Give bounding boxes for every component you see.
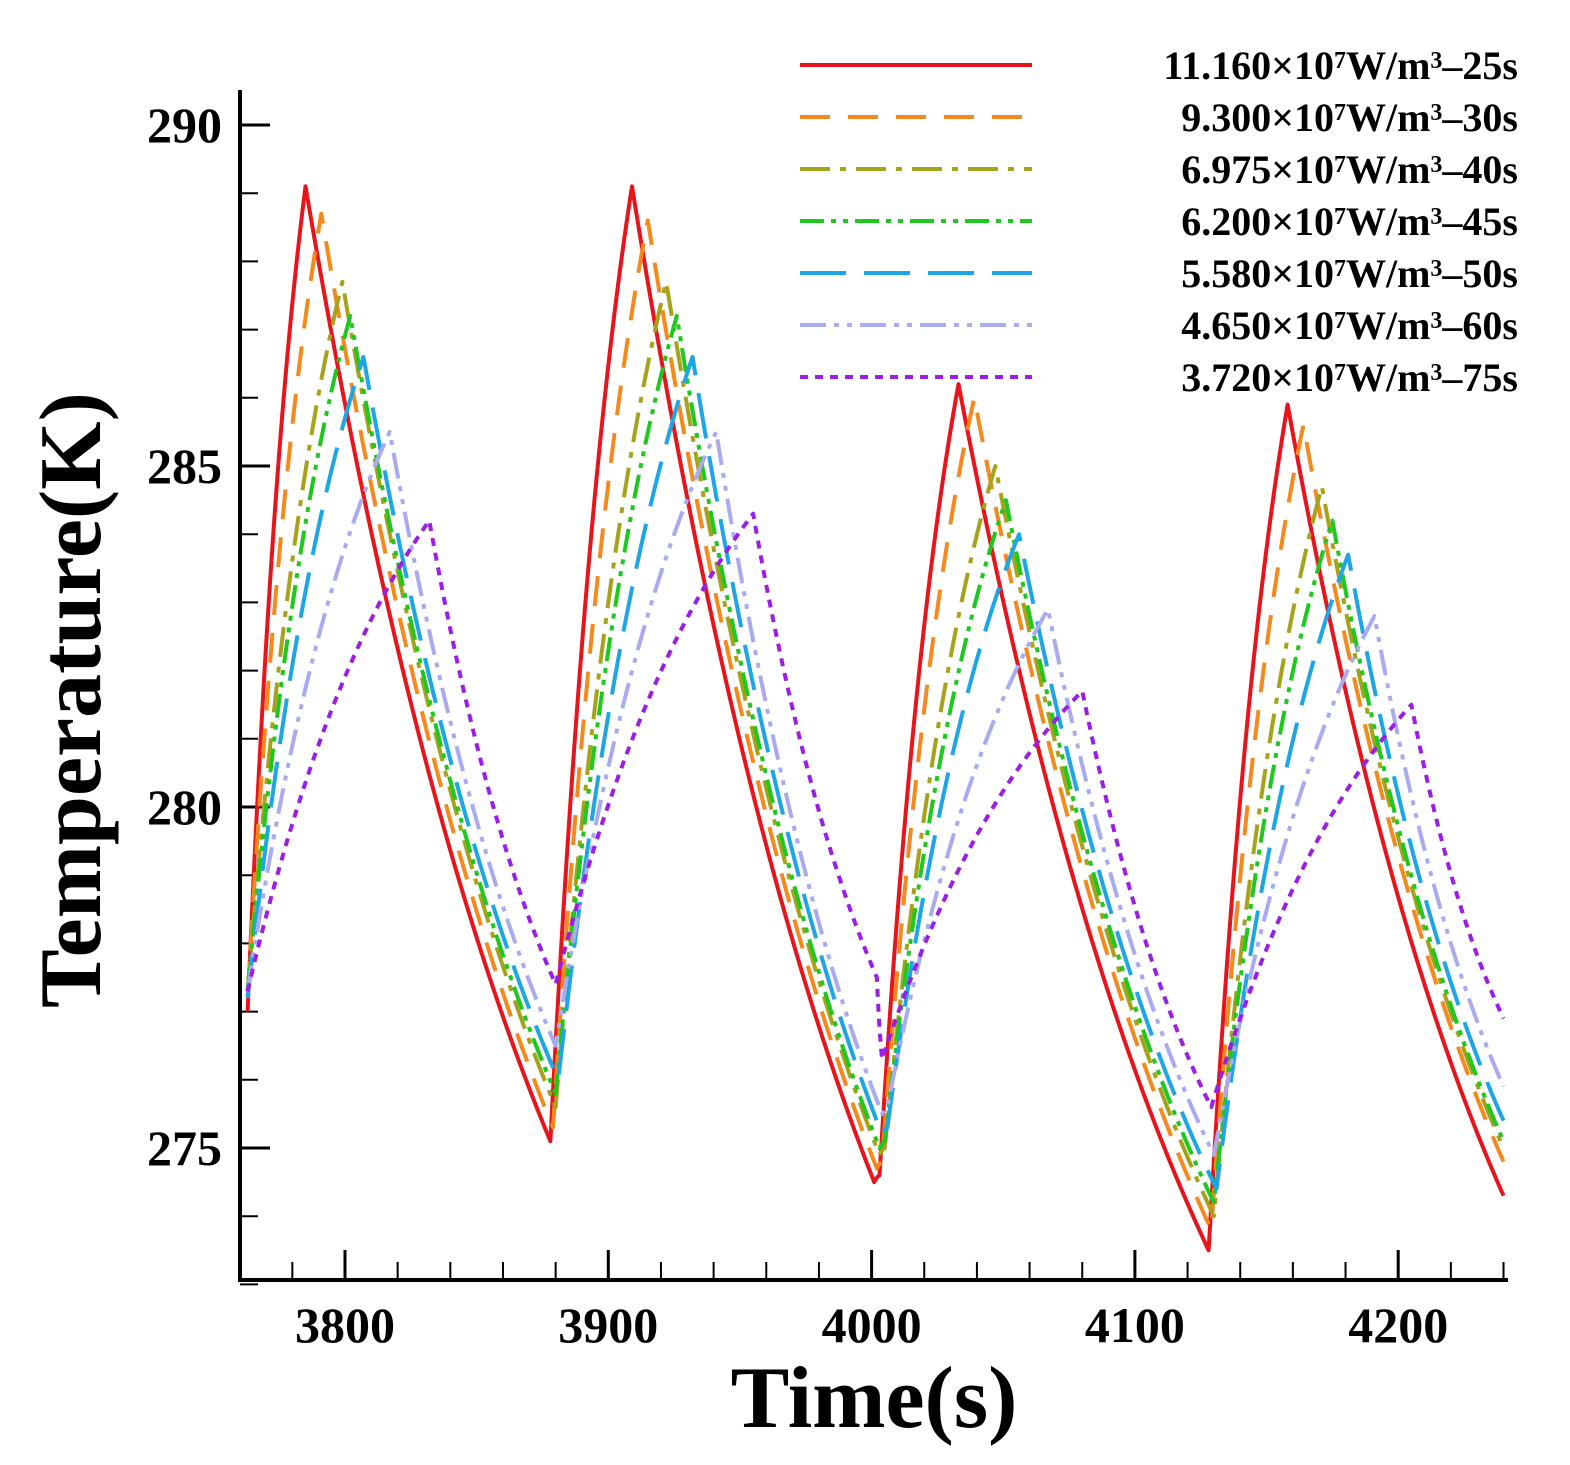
series-line-7	[245, 511, 1506, 1110]
series-line-4	[245, 313, 1506, 1205]
series-layer	[245, 184, 1506, 1253]
y-tick-label: 290	[147, 97, 222, 153]
x-tick-label: 3800	[295, 1297, 395, 1353]
legend-label-5: 5.580×107W/m3–50s	[1181, 251, 1518, 296]
legend: 11.160×107W/m3–25s 9.300×107W/m3–30s 6.975…	[800, 43, 1518, 400]
legend-label-6: 4.650×107W/m3–60s	[1181, 303, 1518, 348]
series-line-6	[245, 429, 1506, 1157]
y-axis-title: Temperature(K)	[23, 392, 120, 1008]
legend-label-1: 11.160×107W/m3–25s	[1163, 43, 1518, 88]
series-line-3	[245, 279, 1506, 1219]
legend-label-3: 6.975×107W/m3–40s	[1181, 147, 1518, 192]
x-tick-label: 4000	[822, 1297, 922, 1353]
x-axis-title: Time(s)	[731, 1350, 1018, 1447]
legend-label-2: 9.300×107W/m3–30s	[1181, 95, 1518, 140]
series-line-2	[245, 211, 1506, 1232]
y-tick-label: 285	[147, 438, 222, 494]
legend-label-4: 6.200×107W/m3–45s	[1181, 199, 1518, 244]
x-tick-label: 4200	[1348, 1297, 1448, 1353]
series-line-5	[245, 354, 1506, 1191]
legend-label-7: 3.720×107W/m3–75s	[1181, 355, 1518, 400]
series-line-1	[245, 184, 1506, 1253]
axes: 275 280 285 290 3800 3900 4000 4100 4200	[147, 90, 1508, 1353]
y-tick-label: 275	[147, 1120, 222, 1176]
y-tick-label: 280	[147, 779, 222, 835]
x-tick-label: 3900	[558, 1297, 658, 1353]
x-tick-label: 4100	[1085, 1297, 1185, 1353]
